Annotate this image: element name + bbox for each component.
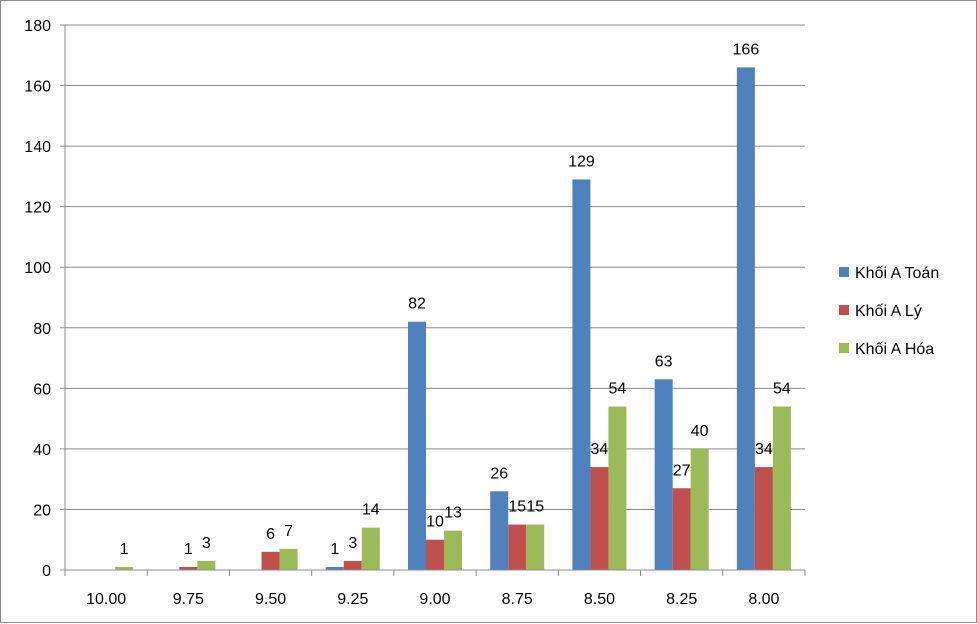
bar bbox=[197, 560, 216, 570]
x-tick-label: 9.50 bbox=[255, 591, 286, 608]
data-label: 3 bbox=[202, 535, 211, 552]
y-tick-label: 40 bbox=[33, 442, 51, 459]
x-tick-label: 8.75 bbox=[502, 591, 533, 608]
x-tick-label: 8.50 bbox=[584, 591, 615, 608]
bar bbox=[179, 566, 198, 570]
data-label: 7 bbox=[284, 523, 293, 540]
y-tick-label: 0 bbox=[42, 563, 51, 580]
legend-label: Khối A Lý bbox=[855, 303, 922, 320]
x-tick-label: 9.75 bbox=[173, 591, 204, 608]
x-tick-label: 9.25 bbox=[337, 591, 368, 608]
bar bbox=[754, 467, 773, 570]
bar bbox=[736, 67, 755, 570]
legend-swatch bbox=[839, 267, 849, 277]
bar bbox=[590, 467, 609, 570]
data-label: 54 bbox=[773, 381, 791, 398]
bar bbox=[279, 548, 298, 570]
grid-lines bbox=[65, 24, 805, 510]
bar bbox=[672, 488, 691, 570]
data-label: 34 bbox=[755, 441, 773, 458]
bar bbox=[408, 321, 426, 570]
bar bbox=[426, 539, 444, 570]
data-label: 40 bbox=[691, 423, 709, 440]
data-label: 1 bbox=[330, 541, 339, 558]
data-label: 1 bbox=[120, 541, 129, 558]
data-label: 34 bbox=[591, 441, 609, 458]
y-tick-label: 160 bbox=[24, 79, 51, 96]
y-tick-label: 100 bbox=[24, 260, 51, 277]
legend-label: Khối A Toán bbox=[855, 265, 939, 282]
data-label: 82 bbox=[408, 296, 426, 313]
data-label: 3 bbox=[348, 535, 357, 552]
bar bbox=[654, 379, 673, 570]
x-tick-label: 10.00 bbox=[86, 591, 126, 608]
bar bbox=[444, 530, 462, 570]
data-label: 6 bbox=[266, 526, 275, 543]
bar bbox=[526, 524, 545, 570]
data-label: 166 bbox=[733, 41, 760, 58]
data-label: 10 bbox=[426, 514, 444, 531]
x-tick-label: 9.00 bbox=[419, 591, 450, 608]
data-label: 27 bbox=[673, 462, 691, 479]
bar bbox=[325, 566, 344, 570]
y-tick-label: 140 bbox=[24, 139, 51, 156]
data-label: 26 bbox=[490, 465, 508, 482]
legend: Khối A Toán Khối A Lý Khối A Hóa bbox=[839, 265, 939, 358]
y-tick-label: 20 bbox=[33, 502, 51, 519]
data-label: 54 bbox=[609, 381, 627, 398]
bar bbox=[115, 566, 134, 570]
data-label: 14 bbox=[362, 502, 380, 519]
data-label: 13 bbox=[444, 505, 462, 522]
legend-label: Khối A Hóa bbox=[855, 341, 934, 358]
data-label: 15 bbox=[508, 499, 526, 516]
bars bbox=[115, 67, 791, 570]
bar bbox=[490, 491, 509, 570]
data-label: 15 bbox=[526, 499, 544, 516]
bar bbox=[508, 524, 527, 570]
bar bbox=[772, 406, 791, 570]
y-tick-label: 60 bbox=[33, 381, 51, 398]
data-label: 1 bbox=[184, 541, 193, 558]
bar bbox=[690, 448, 709, 570]
data-label: 63 bbox=[655, 353, 673, 370]
data-label: 129 bbox=[568, 153, 595, 170]
bar bbox=[572, 179, 591, 570]
x-tick-label: 8.25 bbox=[666, 591, 697, 608]
y-tick-label: 120 bbox=[24, 200, 51, 217]
bar bbox=[361, 527, 380, 570]
y-tick-label: 80 bbox=[33, 321, 51, 338]
bar bbox=[608, 406, 627, 570]
legend-swatch bbox=[839, 305, 849, 315]
y-tick-label: 180 bbox=[24, 18, 51, 35]
legend-swatch bbox=[839, 343, 849, 353]
x-tick-label: 8.00 bbox=[748, 591, 779, 608]
bar bbox=[343, 560, 362, 570]
bar bbox=[261, 551, 280, 570]
